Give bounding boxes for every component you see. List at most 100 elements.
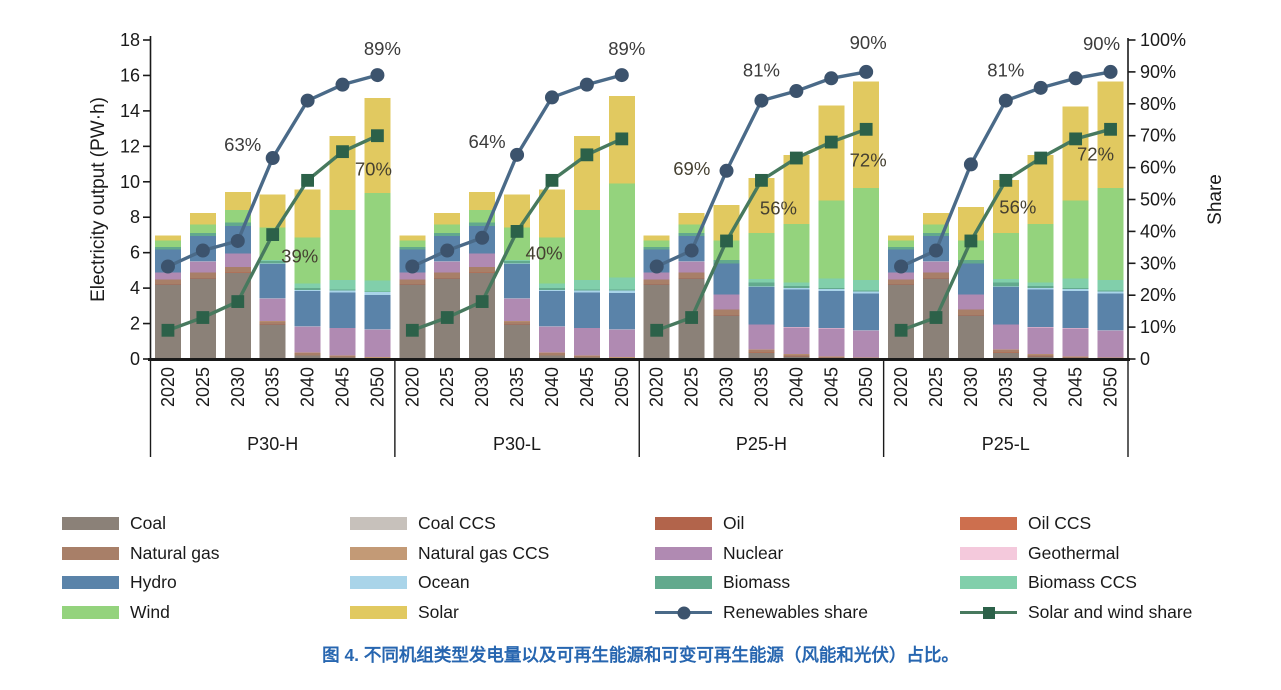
bar-segment-natural-gas — [818, 357, 845, 359]
bar-segment-nuclear — [678, 261, 705, 273]
year-tick-label: 2045 — [577, 367, 597, 407]
legend-line-sample-solar-and-wind-share — [960, 605, 1017, 620]
bar-segment-hydro — [748, 287, 775, 325]
renewables-share-marker — [1103, 64, 1118, 79]
year-tick-label: 2025 — [682, 367, 702, 407]
legend-label-natural-gas-ccs: Natural gas CCS — [418, 542, 550, 563]
renewables-share-marker — [230, 233, 245, 248]
year-tick-label: 2050 — [612, 367, 632, 407]
legend-item-solar: Solar — [350, 598, 655, 628]
bar-segment-biomass — [538, 287, 565, 291]
legend-item-hydro: Hydro — [62, 568, 350, 598]
bar-segment-solar — [818, 105, 845, 201]
bar-segment-solar — [364, 97, 391, 193]
bar-segment-nuclear — [957, 294, 984, 310]
share-annotation: 72% — [850, 149, 887, 170]
bar-segment-coal — [748, 352, 775, 359]
bar-segment-biomass-ccs — [853, 279, 880, 291]
bar-segment-natural-gas — [713, 309, 740, 316]
legend-swatch-nuclear — [655, 546, 712, 560]
bar-segment-biomass — [678, 233, 705, 237]
bar-segment-nuclear — [573, 328, 600, 356]
bar-segment-biomass-ccs — [783, 282, 810, 287]
bar-segment-wind — [154, 240, 181, 247]
bar-segment-wind — [888, 240, 915, 247]
renewables-share-marker — [719, 163, 734, 178]
bar-segment-coal — [992, 352, 1019, 359]
bar-segment-natural-gas-ccs — [783, 353, 810, 355]
bar-segment-solar — [504, 194, 531, 228]
year-tick-label: 2050 — [856, 367, 876, 407]
bar-segment-biomass — [1062, 288, 1089, 289]
bar-segment-biomass — [643, 246, 670, 250]
bar-segment-nuclear — [608, 329, 635, 358]
renewables-share-marker — [963, 157, 978, 172]
solar-wind-share-marker — [685, 311, 699, 324]
bar-segment-solar — [189, 212, 216, 225]
renewables-share-marker — [928, 243, 943, 258]
bar-segment-hydro — [573, 292, 600, 328]
bar-segment-ocean — [364, 292, 391, 295]
legend-item-nuclear: Nuclear — [655, 539, 960, 569]
bar-segment-ocean — [608, 290, 635, 294]
renewables-share-marker — [789, 84, 804, 99]
bar-segment-coal — [294, 355, 321, 359]
bar-segment-biomass — [713, 259, 740, 264]
panel-label: P25-L — [982, 434, 1030, 454]
legend-swatch-hydro — [62, 576, 119, 590]
bar-segment-nuclear — [1097, 330, 1124, 358]
right-axis-tick-label: 30% — [1140, 253, 1176, 273]
legend-item-solar-and-wind-share: Solar and wind share — [960, 598, 1281, 628]
bar-segment-wind — [1062, 200, 1089, 279]
left-axis-tick-label: 14 — [120, 101, 140, 121]
bar-segment-biomass-ccs — [608, 277, 635, 290]
solar-wind-share-marker — [580, 148, 594, 162]
legend-label-oil-ccs: Oil CCS — [1028, 513, 1092, 534]
bar-segment-wind — [399, 240, 426, 247]
renewables-share-marker — [265, 151, 280, 166]
legend-label-hydro: Hydro — [130, 572, 177, 593]
bar-segment-solar — [469, 192, 496, 210]
bar-segment-coal — [888, 284, 915, 359]
solar-wind-share-marker — [440, 311, 454, 324]
solar-wind-share-marker — [755, 173, 768, 187]
year-tick-label: 2020 — [402, 367, 422, 407]
bar-segment-wind — [992, 232, 1019, 280]
renewables-share-marker — [579, 77, 594, 92]
bar-segment-biomass — [504, 260, 531, 264]
legend-swatch-geothermal — [960, 546, 1017, 560]
bar-segment-solar — [748, 178, 775, 233]
bar-segment-nuclear — [154, 272, 181, 280]
bar-segment-coal — [1027, 356, 1054, 359]
bar-segment-solar — [154, 235, 181, 241]
year-tick-label: 2025 — [926, 367, 946, 407]
legend-label-coal: Coal — [130, 513, 166, 534]
solar-wind-share-marker — [615, 132, 629, 146]
bar-segment-natural-gas-ccs — [1062, 356, 1089, 358]
bar-segment-biomass — [922, 233, 949, 237]
bar-segment-natural-gas — [294, 353, 321, 356]
bar-segment-biomass-ccs — [1062, 278, 1089, 289]
share-annotation: 56% — [999, 196, 1036, 217]
bar-segment-natural-gas — [154, 279, 181, 285]
bar-segment-natural-gas-ccs — [1097, 357, 1124, 359]
solar-wind-share-marker — [720, 234, 733, 248]
left-axis-tick-label: 12 — [120, 136, 140, 156]
year-tick-label: 2020 — [158, 367, 178, 407]
bar-segment-hydro — [713, 263, 740, 295]
legend-item-oil: Oil — [655, 509, 960, 539]
solar-wind-share-marker — [859, 122, 873, 136]
bar-segment-natural-gas — [678, 272, 705, 278]
chart-legend: Coal Coal CCS Oil Oil CCS Natural gas Natural… — [62, 509, 1281, 627]
renewables-share-marker — [300, 93, 315, 108]
bar-segment-natural-gas — [469, 266, 496, 273]
solar-wind-share-marker — [1104, 122, 1117, 136]
bar-segment-nuclear — [399, 272, 426, 280]
legend-label-solar-and-wind-share: Solar and wind share — [1028, 602, 1193, 623]
bar-segment-natural-gas — [189, 272, 216, 278]
bar-segment-solar — [1062, 106, 1089, 201]
bar-segment-coal — [643, 284, 670, 359]
legend-swatch-biomass-ccs — [960, 576, 1017, 590]
bar-segment-natural-gas-ccs — [329, 355, 356, 357]
legend-swatch-oil-ccs — [960, 517, 1017, 531]
